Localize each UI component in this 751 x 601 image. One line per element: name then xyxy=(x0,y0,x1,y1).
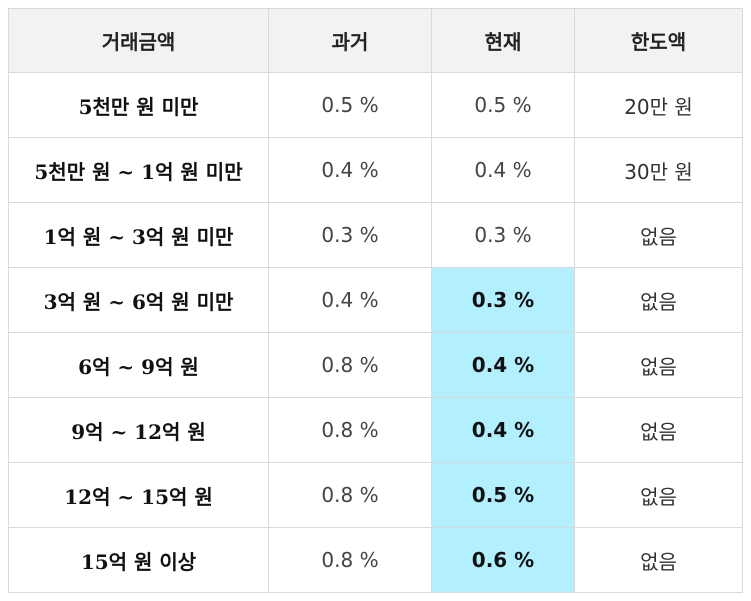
table-row: 12억 ~ 15억 원 0.8 % 0.5 % 없음 xyxy=(8,462,743,528)
header-row: 거래금액 과거 현재 한도액 xyxy=(8,8,743,73)
limit-cell: 없음 xyxy=(574,527,743,593)
limit-cell: 20만 원 xyxy=(574,72,743,138)
current-rate-cell-highlighted: 0.6 % xyxy=(431,527,575,593)
table-row: 9억 ~ 12억 원 0.8 % 0.4 % 없음 xyxy=(8,397,743,463)
table-row: 5천만 원 ~ 1억 원 미만 0.4 % 0.4 % 30만 원 xyxy=(8,137,743,203)
past-rate-cell: 0.5 % xyxy=(268,72,432,138)
amount-cell: 3억 원 ~ 6억 원 미만 xyxy=(8,267,269,333)
current-rate-cell-highlighted: 0.4 % xyxy=(431,397,575,463)
limit-cell: 30만 원 xyxy=(574,137,743,203)
past-rate-cell: 0.4 % xyxy=(268,137,432,203)
table-row: 15억 원 이상 0.8 % 0.6 % 없음 xyxy=(8,527,743,593)
header-current: 현재 xyxy=(431,8,575,73)
amount-cell: 6억 ~ 9억 원 xyxy=(8,332,269,398)
current-rate-cell-highlighted: 0.3 % xyxy=(431,267,575,333)
current-rate-cell-highlighted: 0.4 % xyxy=(431,332,575,398)
past-rate-cell: 0.3 % xyxy=(268,202,432,268)
limit-cell: 없음 xyxy=(574,332,743,398)
limit-cell: 없음 xyxy=(574,397,743,463)
table-row: 1억 원 ~ 3억 원 미만 0.3 % 0.3 % 없음 xyxy=(8,202,743,268)
limit-cell: 없음 xyxy=(574,267,743,333)
fee-table-container: 거래금액 과거 현재 한도액 5천만 원 미만 0.5 % 0.5 % 20만 … xyxy=(8,8,743,593)
table-row: 5천만 원 미만 0.5 % 0.5 % 20만 원 xyxy=(8,72,743,138)
header-past: 과거 xyxy=(268,8,432,73)
past-rate-cell: 0.8 % xyxy=(268,332,432,398)
limit-cell: 없음 xyxy=(574,462,743,528)
past-rate-cell: 0.4 % xyxy=(268,267,432,333)
past-rate-cell: 0.8 % xyxy=(268,397,432,463)
amount-cell: 1억 원 ~ 3억 원 미만 xyxy=(8,202,269,268)
amount-cell: 9억 ~ 12억 원 xyxy=(8,397,269,463)
header-amount: 거래금액 xyxy=(8,8,269,73)
current-rate-cell: 0.3 % xyxy=(431,202,575,268)
header-limit: 한도액 xyxy=(574,8,743,73)
limit-cell: 없음 xyxy=(574,202,743,268)
amount-cell: 5천만 원 미만 xyxy=(8,72,269,138)
amount-cell: 15억 원 이상 xyxy=(8,527,269,593)
current-rate-cell: 0.5 % xyxy=(431,72,575,138)
amount-cell: 12억 ~ 15억 원 xyxy=(8,462,269,528)
current-rate-cell: 0.4 % xyxy=(431,137,575,203)
amount-cell: 5천만 원 ~ 1억 원 미만 xyxy=(8,137,269,203)
current-rate-cell-highlighted: 0.5 % xyxy=(431,462,575,528)
fee-table: 거래금액 과거 현재 한도액 5천만 원 미만 0.5 % 0.5 % 20만 … xyxy=(8,8,743,593)
past-rate-cell: 0.8 % xyxy=(268,462,432,528)
table-row: 3억 원 ~ 6억 원 미만 0.4 % 0.3 % 없음 xyxy=(8,267,743,333)
past-rate-cell: 0.8 % xyxy=(268,527,432,593)
table-row: 6억 ~ 9억 원 0.8 % 0.4 % 없음 xyxy=(8,332,743,398)
